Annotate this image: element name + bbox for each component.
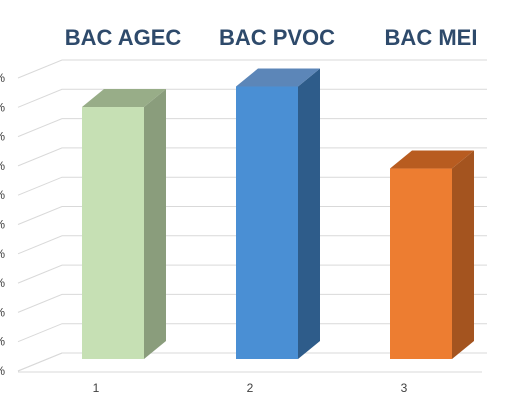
bar-top xyxy=(390,150,474,169)
gridline xyxy=(17,59,487,79)
gridline xyxy=(17,206,487,225)
gridlines xyxy=(17,59,487,373)
bar-2 xyxy=(236,68,320,359)
floor-line xyxy=(17,352,487,372)
bar-front xyxy=(82,107,144,360)
x-axis-labels: 1 2 3 xyxy=(93,381,408,395)
series-title-1: BAC AGEC xyxy=(65,25,182,50)
series-titles: BAC AGEC BAC PVOC BAC MEI xyxy=(65,25,478,50)
y-tick-label: % xyxy=(0,100,5,114)
gridline xyxy=(17,323,487,343)
bar-3 xyxy=(390,150,474,359)
bar-side xyxy=(452,150,474,359)
gridline xyxy=(17,176,487,196)
y-tick-label: % xyxy=(0,188,5,202)
bar-side xyxy=(144,89,166,360)
y-tick-label: % xyxy=(0,364,5,378)
y-tick-label: % xyxy=(0,247,5,261)
y-tick-label: % xyxy=(0,335,5,349)
gridline xyxy=(17,88,487,108)
y-tick-label: % xyxy=(0,305,5,319)
series-title-2: BAC PVOC xyxy=(219,25,335,50)
gridline xyxy=(17,235,487,255)
x-tick-label: 2 xyxy=(247,381,254,395)
y-tick-label: % xyxy=(0,130,5,144)
bar-side xyxy=(298,68,320,359)
gridline xyxy=(17,118,487,138)
gridline xyxy=(17,293,487,313)
bar-top xyxy=(236,68,320,87)
series-title-3: BAC MEI xyxy=(385,25,478,50)
bar-front xyxy=(236,86,298,359)
y-tick-label: % xyxy=(0,159,5,173)
y-axis-ticks: %%%%%%%%%%% xyxy=(0,71,5,378)
gridline xyxy=(17,264,487,284)
y-tick-label: % xyxy=(0,71,5,85)
x-tick-label: 3 xyxy=(401,381,408,395)
bar-top xyxy=(82,89,166,108)
y-tick-label: % xyxy=(0,276,5,290)
x-tick-label: 1 xyxy=(93,381,100,395)
bar-1 xyxy=(82,89,166,360)
y-tick-label: % xyxy=(0,218,5,232)
bars xyxy=(82,68,474,360)
bar-front xyxy=(390,168,452,359)
gridline xyxy=(17,147,487,167)
